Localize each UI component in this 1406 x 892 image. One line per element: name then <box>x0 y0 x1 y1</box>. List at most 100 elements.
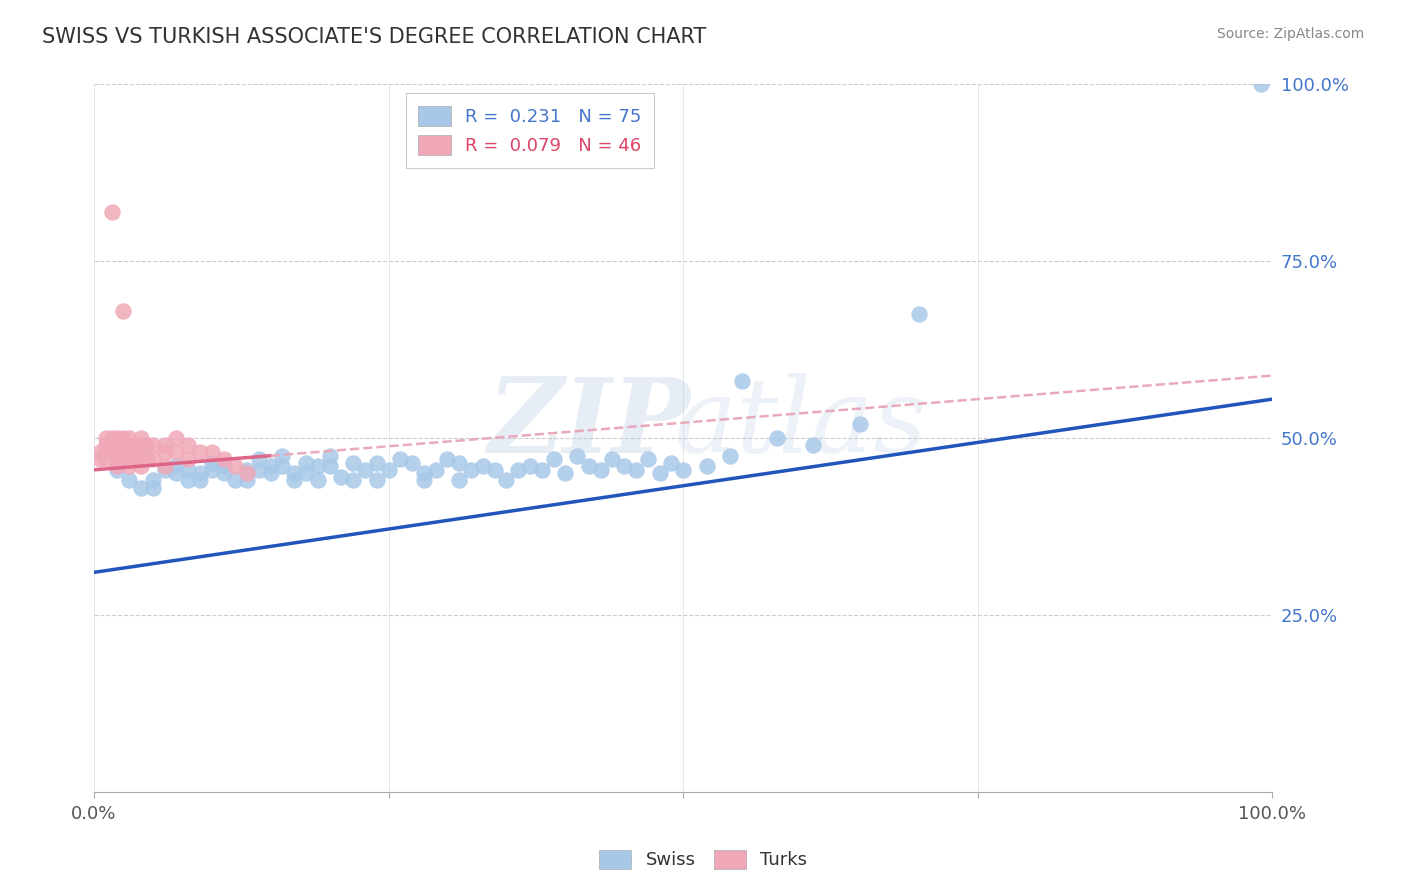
Point <box>460 463 482 477</box>
Point <box>177 438 200 452</box>
Point <box>224 474 246 488</box>
Point <box>118 459 141 474</box>
Point <box>142 438 165 452</box>
Point <box>107 452 129 467</box>
Point <box>129 452 152 467</box>
Point <box>165 467 187 481</box>
Point <box>212 452 235 467</box>
Point <box>413 474 436 488</box>
Point <box>212 459 235 474</box>
Point <box>366 474 388 488</box>
Point <box>177 463 200 477</box>
Point <box>112 445 135 459</box>
Point <box>849 417 872 431</box>
Point <box>129 481 152 495</box>
Point <box>413 467 436 481</box>
Point <box>94 452 117 467</box>
Point <box>188 445 211 459</box>
Point <box>271 459 294 474</box>
Point <box>260 459 283 474</box>
Point <box>112 438 135 452</box>
Point <box>107 445 129 459</box>
Point <box>354 463 377 477</box>
Point <box>672 463 695 477</box>
Point <box>153 445 176 459</box>
Point <box>484 463 506 477</box>
Text: ZIP: ZIP <box>488 373 690 475</box>
Point <box>188 474 211 488</box>
Point <box>731 375 754 389</box>
Point <box>401 456 423 470</box>
Point <box>589 463 612 477</box>
Point <box>519 459 541 474</box>
Point <box>247 463 270 477</box>
Point <box>201 445 224 459</box>
Point <box>508 463 530 477</box>
Point <box>471 459 494 474</box>
Legend: R =  0.231   N = 75, R =  0.079   N = 46: R = 0.231 N = 75, R = 0.079 N = 46 <box>406 94 654 168</box>
Point <box>318 449 340 463</box>
Point <box>201 463 224 477</box>
Point <box>718 449 741 463</box>
Point <box>648 467 671 481</box>
Point <box>107 438 129 452</box>
Legend: Swiss, Turks: Swiss, Turks <box>589 840 817 879</box>
Point <box>543 452 565 467</box>
Point <box>554 467 576 481</box>
Point <box>613 459 636 474</box>
Point <box>260 467 283 481</box>
Text: atlas: atlas <box>675 373 928 475</box>
Point <box>165 459 187 474</box>
Point <box>107 463 129 477</box>
Point <box>624 463 647 477</box>
Point <box>89 452 111 467</box>
Point <box>1250 78 1272 92</box>
Point <box>112 431 135 445</box>
Point <box>271 449 294 463</box>
Point <box>283 474 305 488</box>
Point <box>530 463 553 477</box>
Point <box>165 445 187 459</box>
Point <box>201 456 224 470</box>
Point <box>295 467 318 481</box>
Point <box>129 438 152 452</box>
Point <box>107 431 129 445</box>
Point <box>295 456 318 470</box>
Point <box>112 303 135 318</box>
Point <box>177 474 200 488</box>
Point <box>236 463 259 477</box>
Point <box>94 438 117 452</box>
Point <box>449 456 471 470</box>
Point <box>129 431 152 445</box>
Point <box>142 474 165 488</box>
Point <box>89 445 111 459</box>
Point <box>247 452 270 467</box>
Point <box>377 463 399 477</box>
Point <box>342 456 364 470</box>
Point <box>153 463 176 477</box>
Point <box>236 474 259 488</box>
Point <box>330 470 353 484</box>
Point <box>283 467 305 481</box>
Point <box>565 449 588 463</box>
Point <box>100 204 122 219</box>
Point <box>661 456 683 470</box>
Point <box>136 452 159 467</box>
Point <box>118 438 141 452</box>
Point <box>165 431 187 445</box>
Point <box>212 467 235 481</box>
Point <box>142 481 165 495</box>
Point <box>136 438 159 452</box>
Point <box>124 445 146 459</box>
Point <box>425 463 447 477</box>
Point <box>637 452 659 467</box>
Point <box>602 452 624 467</box>
Point <box>224 459 246 474</box>
Text: SWISS VS TURKISH ASSOCIATE'S DEGREE CORRELATION CHART: SWISS VS TURKISH ASSOCIATE'S DEGREE CORR… <box>42 27 706 46</box>
Point <box>696 459 718 474</box>
Point <box>318 459 340 474</box>
Point <box>118 445 141 459</box>
Text: Source: ZipAtlas.com: Source: ZipAtlas.com <box>1216 27 1364 41</box>
Point <box>142 452 165 467</box>
Point <box>107 459 129 474</box>
